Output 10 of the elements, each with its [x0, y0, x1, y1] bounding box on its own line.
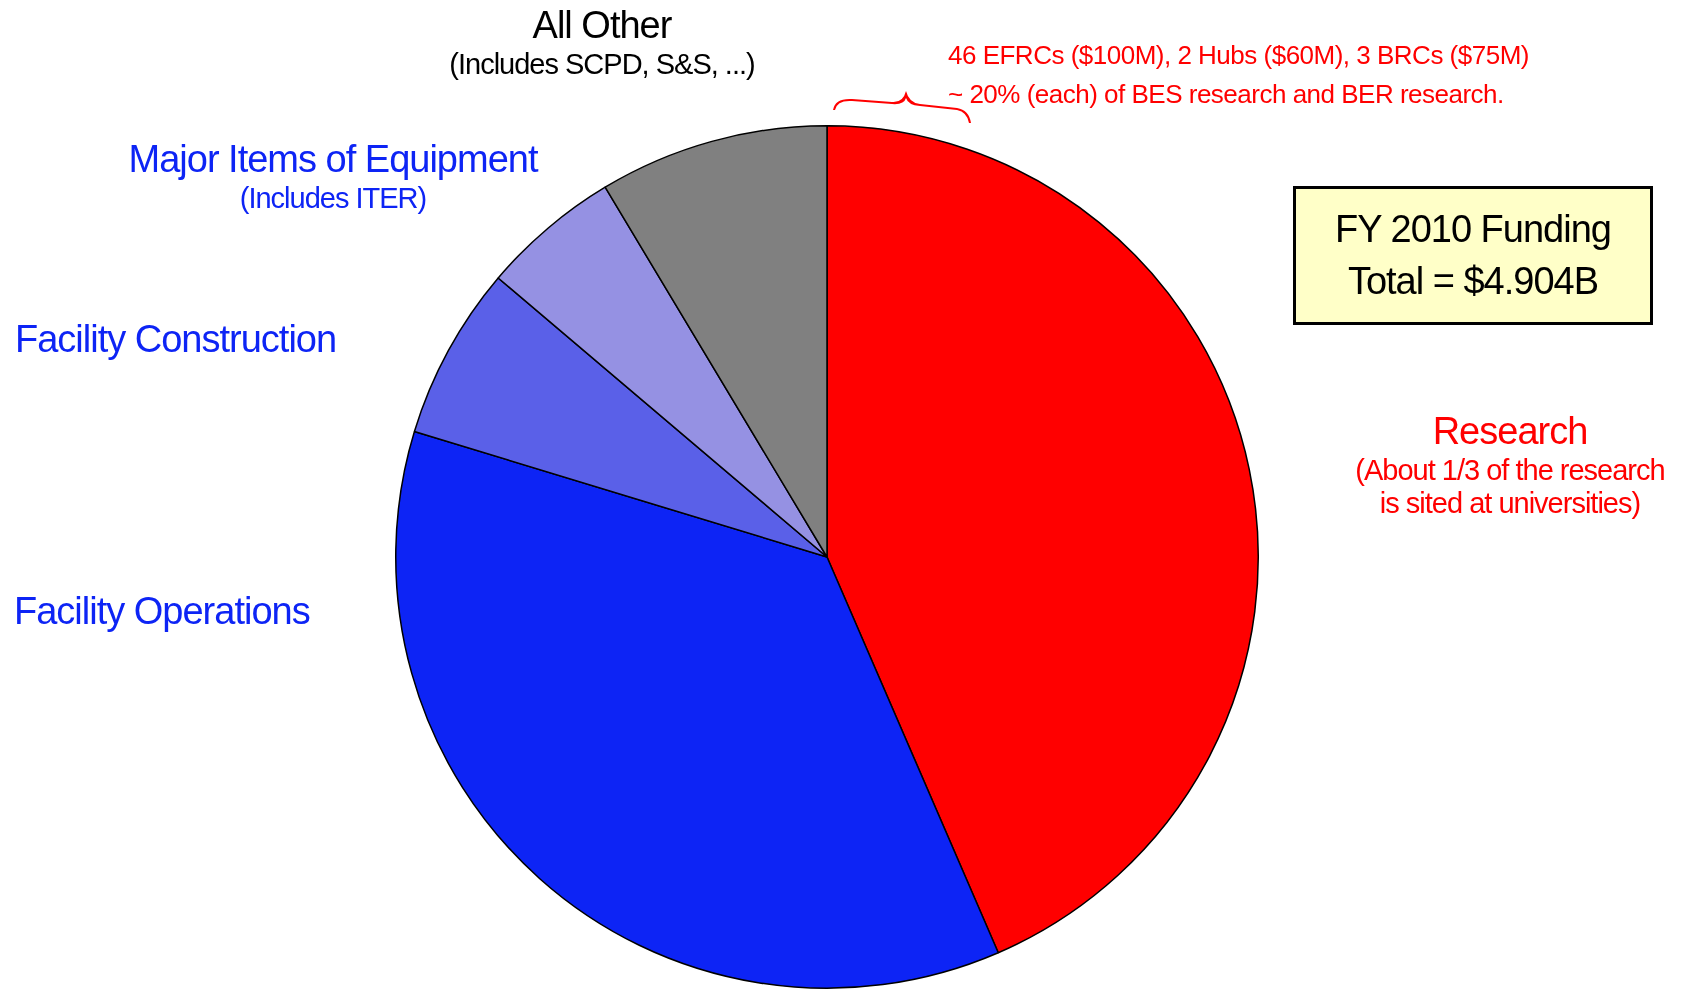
text: 46 EFRCs ($100M), 2 Hubs ($60M), 3 BRCs ($75M) ~ 20% (each) of BES research and BER research. [948, 39, 1529, 111]
text: (About 1/3 of the research is sited at universities) [1355, 453, 1665, 520]
slice-label: Research [1432, 410, 1588, 452]
slice-label: Facility Operations [14, 590, 310, 632]
slice-label: Facility Construction [15, 318, 337, 360]
text: (Includes SCPD, S&S, ...) [449, 47, 755, 80]
text: FY 2010 Funding Total = $4.904B [1293, 186, 1653, 325]
slice-label: Major Items of Equipment [128, 138, 538, 180]
text: (Includes ITER) [239, 181, 427, 214]
slice-label: All Other [532, 4, 672, 46]
